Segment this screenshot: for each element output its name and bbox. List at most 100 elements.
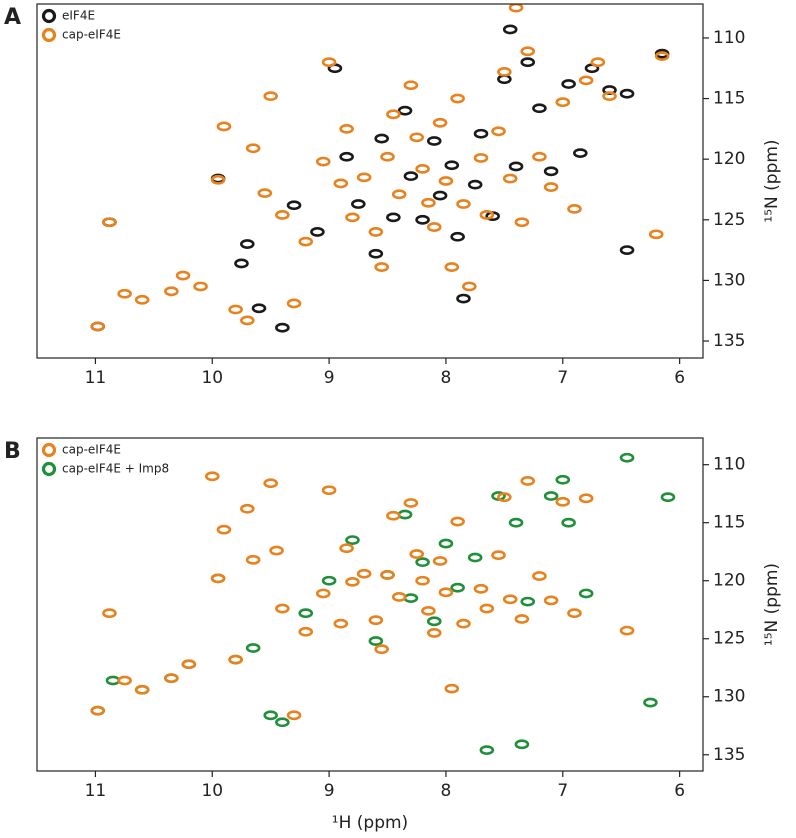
y-tick-label: 115 <box>713 513 745 533</box>
peak <box>567 203 582 214</box>
peak <box>578 493 594 504</box>
peak <box>520 46 536 57</box>
peak <box>502 173 518 184</box>
peak <box>438 538 454 549</box>
peak <box>444 683 460 694</box>
y-tick-label: 110 <box>713 28 745 48</box>
peak <box>508 161 524 172</box>
plot-area <box>90 452 676 756</box>
peak <box>403 171 419 182</box>
peak <box>245 143 261 154</box>
x-tick-label: 6 <box>674 368 685 388</box>
peak <box>105 675 121 686</box>
peak <box>573 148 588 159</box>
peak <box>444 262 460 272</box>
peak <box>567 608 582 619</box>
legend-marker <box>41 461 57 477</box>
peak <box>90 705 106 716</box>
x-tick-label: 6 <box>674 781 685 801</box>
peak <box>397 509 413 520</box>
peak <box>275 603 290 614</box>
x-tick-label: 10 <box>201 781 223 801</box>
y-tick-label: 115 <box>713 89 745 109</box>
peak <box>444 160 460 171</box>
x-tick-label: 11 <box>85 368 107 388</box>
peak <box>619 625 635 636</box>
x-axis-label: ¹H (ppm) <box>332 813 408 833</box>
peak <box>269 545 284 556</box>
peak <box>543 166 559 177</box>
peak <box>286 710 302 721</box>
peak <box>339 543 354 554</box>
peak <box>473 128 489 139</box>
peak <box>386 109 401 120</box>
peak <box>380 570 395 580</box>
peak <box>555 496 571 507</box>
peak <box>356 172 372 183</box>
peak <box>275 717 290 728</box>
peak <box>473 583 489 594</box>
peak <box>590 57 606 68</box>
peak <box>204 471 220 482</box>
peak <box>409 549 425 559</box>
peak <box>450 516 465 527</box>
peak <box>479 603 495 614</box>
peak <box>543 491 559 501</box>
peak <box>403 498 419 508</box>
peak <box>543 595 559 606</box>
peak <box>421 197 436 208</box>
x-tick-label: 9 <box>324 781 335 801</box>
y-tick-label: 125 <box>713 629 745 649</box>
peak <box>426 222 442 232</box>
peak <box>240 315 255 326</box>
peak <box>333 618 349 629</box>
peak <box>245 554 261 565</box>
x-tick-label: 7 <box>557 781 568 801</box>
x-tick-label: 8 <box>441 368 452 388</box>
peak <box>555 474 571 485</box>
peak <box>532 103 547 114</box>
peak <box>286 298 302 309</box>
peak <box>164 673 179 684</box>
y-axis-label: ¹⁵N (ppm) <box>762 563 782 646</box>
peak <box>210 573 226 584</box>
peak <box>467 179 483 190</box>
peak <box>228 304 243 315</box>
peak <box>339 151 354 162</box>
peak <box>456 618 471 629</box>
peak <box>643 697 658 708</box>
legend-marker <box>41 8 57 24</box>
peak <box>514 739 530 750</box>
peak <box>508 4 524 13</box>
peak <box>450 231 465 242</box>
peak <box>619 452 635 463</box>
peak <box>368 248 384 259</box>
peak <box>602 91 617 102</box>
peak <box>479 745 495 756</box>
peak <box>497 66 512 77</box>
peak <box>421 605 436 616</box>
peak <box>374 133 389 144</box>
peak <box>426 136 442 146</box>
peak <box>432 556 448 566</box>
peak <box>380 151 395 162</box>
peak <box>502 24 518 35</box>
peak <box>345 535 360 546</box>
peak <box>321 485 337 496</box>
peak <box>426 628 442 638</box>
peak <box>368 227 384 237</box>
peak <box>339 123 354 134</box>
peak <box>456 293 471 304</box>
peak <box>438 176 454 186</box>
y-tick-label: 120 <box>713 149 745 169</box>
peak <box>654 51 670 62</box>
peak <box>415 214 430 225</box>
peak <box>619 245 635 256</box>
plot-area <box>90 4 670 333</box>
peak <box>216 121 232 132</box>
peak <box>245 643 261 653</box>
y-tick-label: 135 <box>713 745 745 765</box>
peak <box>415 575 430 586</box>
peak <box>532 571 547 581</box>
peak <box>497 492 512 503</box>
